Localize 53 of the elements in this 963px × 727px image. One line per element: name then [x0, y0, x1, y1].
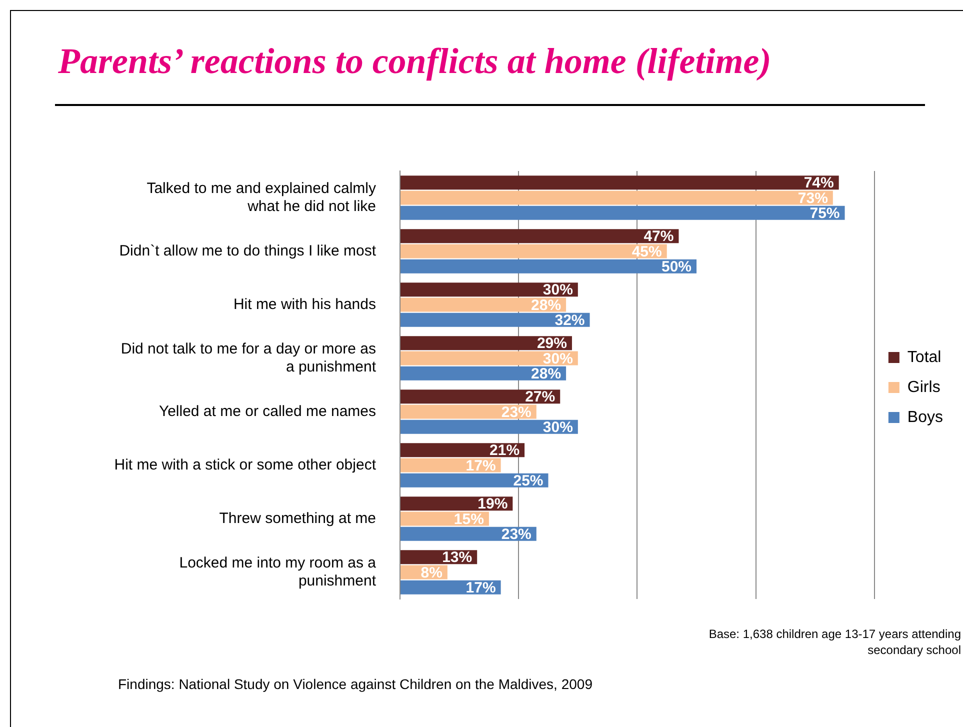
data-label: 13%	[442, 549, 472, 566]
bar	[400, 336, 572, 350]
bar	[400, 366, 566, 380]
y-tick-label: Did not talk to me for a day or more as a punishment	[120, 340, 377, 376]
bar	[400, 443, 525, 458]
data-label: 75%	[810, 205, 840, 222]
data-label: 29%	[536, 335, 567, 352]
bar	[400, 282, 578, 297]
data-label: 17%	[466, 580, 496, 597]
y-tick-label: Didn`t allow me to do things I like most	[119, 242, 377, 260]
data-label: 21%	[490, 442, 520, 460]
data-label: 45%	[632, 243, 662, 260]
legend-label: Girls	[907, 378, 940, 396]
legend-label: Boys	[907, 408, 944, 426]
data-label: 50%	[661, 258, 692, 276]
bar	[400, 473, 548, 488]
data-label: 17%	[466, 457, 496, 474]
y-tick-label: Talked to me and explained calmly what he did not like	[146, 180, 376, 215]
data-label: 23%	[501, 404, 532, 421]
bar	[400, 244, 667, 258]
data-label: 47%	[644, 228, 674, 246]
y-tick-label: Locked me into my room as a punishment	[179, 554, 377, 590]
data-label: 73%	[798, 190, 828, 207]
bar	[400, 206, 845, 220]
y-tick-label: Hit me with a stick or some other object	[114, 456, 377, 474]
data-label: 32%	[554, 312, 585, 330]
bar	[400, 526, 536, 541]
bar	[400, 420, 578, 434]
bar	[400, 176, 839, 190]
legend-label: Total	[907, 348, 942, 366]
data-label: 15%	[454, 510, 484, 528]
data-label: 19%	[478, 496, 508, 513]
bar	[400, 229, 679, 244]
text: Findings: National Study on Violence against Children on the Maldives, 2009	[118, 676, 592, 692]
data-label: 74%	[804, 174, 834, 192]
bar	[400, 390, 560, 404]
data-label: 30%	[542, 282, 573, 299]
bar	[400, 190, 833, 205]
data-label: 30%	[542, 419, 573, 436]
data-label: 25%	[513, 472, 544, 490]
data-label: 30%	[542, 350, 573, 368]
chart-title: Parents’ reactions to conflicts at home (lifetime)	[58, 40, 772, 82]
y-tick-label: Hit me with his hands	[233, 296, 376, 313]
text: Base: 1,638 children age 13-17 years attending secondary school	[708, 626, 961, 658]
data-label: 8%	[420, 564, 442, 582]
data-label: 23%	[501, 526, 532, 544]
y-tick-label: Threw something at me	[219, 510, 376, 527]
bar	[400, 259, 697, 274]
data-label: 28%	[531, 366, 562, 383]
y-tick-label: Yelled at me or called me names	[158, 402, 376, 420]
data-label: 27%	[525, 388, 556, 406]
data-label: 28%	[531, 296, 562, 314]
bar	[400, 312, 590, 327]
